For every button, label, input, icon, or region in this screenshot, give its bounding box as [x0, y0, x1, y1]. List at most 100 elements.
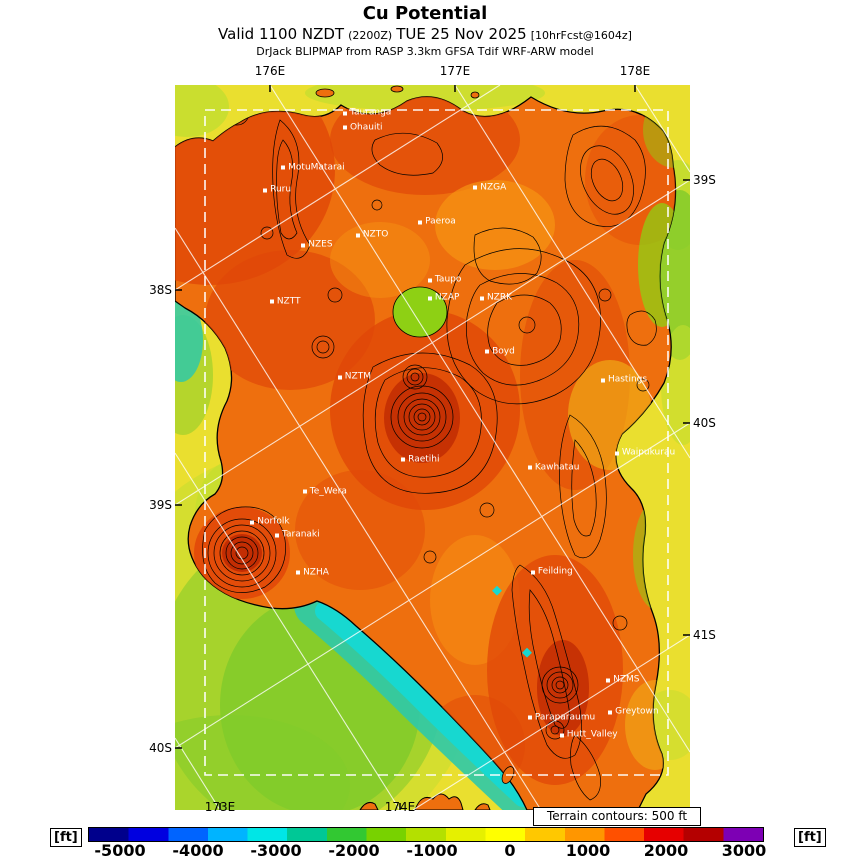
axis-label-178E: 178E: [619, 64, 651, 78]
offshore-islands: [315, 85, 515, 810]
station-dot-icon: [301, 243, 306, 248]
station-dot-icon: [427, 278, 432, 283]
station-label: NZTT: [276, 296, 301, 307]
axis-ticks: [175, 85, 690, 810]
colorbar-tick--1000: -1000: [406, 841, 458, 860]
terrain-contours-note: Terrain contours: 500 ft: [533, 807, 701, 826]
station-dot-icon: [527, 465, 532, 470]
valid-zulu: (2200Z): [348, 29, 393, 42]
colorbar-tick--3000: -3000: [250, 841, 302, 860]
colorbar-tick-3000: 3000: [721, 841, 767, 860]
station-marker-NZTO: NZTO: [355, 229, 389, 240]
colorbar-tick--2000: -2000: [328, 841, 380, 860]
station-dot-icon: [355, 233, 360, 238]
station-dot-icon: [274, 533, 279, 538]
station-dot-icon: [614, 451, 619, 456]
map-svg: [175, 85, 690, 810]
station-label: Hastings: [607, 374, 648, 385]
stations-layer: Tauranga Ohauiti MotuMatarai Ruru NZGA Paeroa…: [175, 85, 690, 810]
station-dot-icon: [263, 188, 268, 193]
station-label: NZGA: [480, 182, 507, 193]
station-label: NZAP: [434, 292, 460, 303]
station-marker-NZGA: NZGA: [473, 183, 506, 192]
station-dot-icon: [337, 375, 342, 380]
station-marker-Hastings: Hastings: [600, 374, 648, 385]
station-marker-Taranaki: Taranaki: [274, 529, 320, 540]
station-label: Raetihi: [408, 454, 440, 465]
station-dot-icon: [606, 678, 611, 683]
axis-label-39S: 39S: [149, 497, 172, 512]
axis-label-40S: 40S: [149, 741, 172, 755]
station-label: Ruru: [270, 184, 292, 195]
axis-label-176E: 176E: [254, 64, 286, 78]
station-marker-Norfolk: Norfolk: [250, 517, 290, 527]
station-marker-NZRK: NZRK: [479, 293, 512, 303]
station-dot-icon: [473, 185, 478, 190]
model-domain-box: [204, 109, 669, 776]
station-dot-icon: [559, 733, 564, 738]
station-dot-icon: [296, 570, 301, 575]
map-area: Tauranga Ohauiti MotuMatarai Ruru NZGA Paeroa…: [175, 85, 690, 810]
station-marker-Waipukurau: Waipukurau: [614, 447, 676, 458]
valid-fcst: [10hrFcst@1604z]: [530, 29, 632, 42]
station-marker-Boyd: Boyd: [485, 347, 515, 356]
axis-label-39S: 39S: [693, 172, 716, 187]
station-dot-icon: [479, 296, 484, 301]
valid-prefix: Valid 1100 NZDT: [218, 25, 345, 43]
axis-label-40S: 40S: [693, 415, 716, 430]
colorbar-unit-right: [ft]: [794, 828, 826, 847]
station-marker-Kawhatau: Kawhatau: [527, 462, 580, 473]
colorbar: [88, 827, 764, 842]
axis-label-38S: 38S: [149, 283, 172, 298]
graticule-lines: [175, 85, 690, 810]
model-line: DrJack BLIPMAP from RASP 3.3km GFSA Tdif…: [256, 45, 594, 58]
colorbar-tick--5000: -5000: [94, 841, 146, 860]
station-label: Kawhatau: [534, 462, 580, 473]
chart-title: Cu Potential: [362, 3, 488, 24]
colorbar-tick-2000: 2000: [643, 841, 689, 860]
station-marker-NZHA: NZHA: [296, 568, 329, 577]
station-label: Te_Wera: [309, 486, 347, 497]
station-dot-icon: [485, 349, 490, 354]
station-dot-icon: [250, 520, 255, 525]
station-label: NZES: [308, 239, 333, 250]
station-marker-NZAP: NZAP: [427, 292, 460, 303]
colorbar-unit-left: [ft]: [50, 828, 82, 847]
station-label: Waipukurau: [621, 447, 676, 458]
station-label: Taranaki: [281, 529, 320, 540]
terrain-contours: [202, 96, 657, 801]
station-label: NZTM: [344, 371, 371, 382]
axis-label-41S: 41S: [693, 627, 716, 642]
station-label: Ohauiti: [349, 122, 383, 133]
station-dot-icon: [530, 570, 535, 575]
station-dot-icon: [401, 457, 406, 462]
station-label: Paraparaumu: [534, 712, 596, 723]
station-label: Feilding: [537, 566, 573, 577]
station-label: NZMS: [613, 674, 640, 685]
station-marker-Raetihi: Raetihi: [401, 455, 439, 464]
valid-date: TUE 25 Nov 2025: [396, 25, 527, 43]
station-dot-icon: [281, 165, 286, 170]
station-marker-Tauranga: Tauranga: [342, 107, 392, 118]
station-marker-Ruru: Ruru: [263, 184, 292, 195]
axis-label-177E: 177E: [439, 64, 471, 78]
station-dot-icon: [302, 489, 307, 494]
station-label: NZTO: [362, 229, 389, 240]
station-marker-Te_Wera: Te_Wera: [302, 486, 347, 497]
station-dot-icon: [269, 299, 274, 304]
station-dot-icon: [342, 111, 347, 116]
station-dot-icon: [342, 125, 347, 130]
station-label: Tauranga: [349, 107, 392, 118]
station-marker-NZMS: NZMS: [606, 674, 640, 685]
station-marker-Paraparaumu: Paraparaumu: [527, 712, 596, 723]
chart-header: Cu Potential Valid 1100 NZDT (2200Z) TUE 2…: [0, 0, 850, 58]
station-dot-icon: [600, 378, 605, 383]
station-label: Paeroa: [425, 216, 456, 227]
station-label: MotuMatarai: [288, 162, 345, 173]
station-dot-icon: [608, 710, 613, 715]
station-marker-Greytown: Greytown: [608, 706, 659, 717]
colorbar-tick--4000: -4000: [172, 841, 224, 860]
station-label: Greytown: [615, 706, 659, 717]
station-marker-NZTM: NZTM: [337, 371, 371, 382]
